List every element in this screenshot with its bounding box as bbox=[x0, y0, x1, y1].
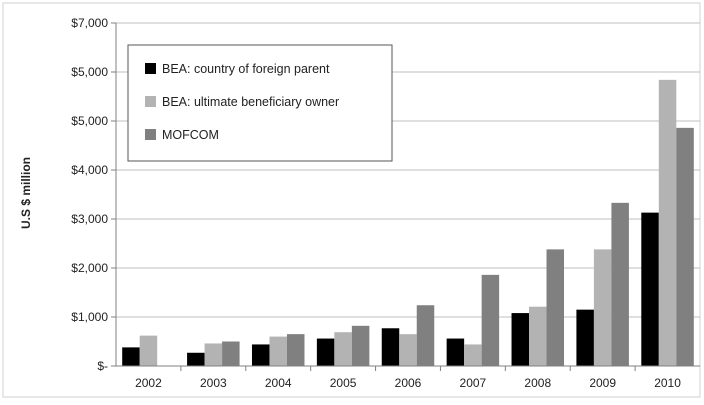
x-tick-label: 2003 bbox=[200, 376, 227, 390]
y-tick-label: $1,000 bbox=[71, 310, 108, 324]
bar bbox=[251, 344, 270, 366]
x-tick-label: 2006 bbox=[395, 376, 422, 390]
bar bbox=[576, 309, 594, 366]
legend-swatch bbox=[145, 63, 156, 74]
bar bbox=[269, 336, 287, 366]
x-tick-label: 2009 bbox=[589, 376, 616, 390]
legend-box bbox=[127, 44, 393, 162]
y-tick-label: $5,000 bbox=[71, 65, 108, 79]
y-tick-label: $7,000 bbox=[71, 16, 108, 30]
x-tick-label: 2010 bbox=[654, 376, 681, 390]
y-axis-label: U.S $ million bbox=[19, 157, 33, 229]
legend-entry: BEA: ultimate beneficiary owner bbox=[162, 95, 339, 109]
bar bbox=[529, 306, 547, 366]
y-tick-label: $2,000 bbox=[71, 261, 108, 275]
bar bbox=[511, 313, 530, 366]
bar bbox=[593, 249, 612, 366]
y-tick-label: $4,000 bbox=[71, 163, 108, 177]
bar bbox=[351, 325, 370, 366]
x-tick-label: 2005 bbox=[330, 376, 357, 390]
bar bbox=[464, 344, 482, 366]
bar bbox=[481, 274, 500, 366]
bar bbox=[222, 341, 240, 366]
legend: BEA: country of foreign parent BEA: ultim… bbox=[127, 44, 393, 162]
y-tick-label: $5,000 bbox=[71, 114, 108, 128]
bar bbox=[658, 79, 677, 366]
bar bbox=[546, 249, 565, 366]
bar bbox=[381, 328, 400, 366]
bar bbox=[334, 332, 352, 366]
axes: $- $1,000 $2,000 $3,000 $4,000 $5,000 $5,000 $7… bbox=[71, 16, 700, 390]
bar bbox=[676, 127, 694, 366]
x-tick-label: 2008 bbox=[524, 376, 551, 390]
x-tick-label: 2007 bbox=[460, 376, 487, 390]
bar bbox=[204, 343, 223, 366]
bar bbox=[286, 334, 305, 366]
bar bbox=[122, 347, 140, 366]
bars bbox=[122, 79, 694, 366]
bar bbox=[187, 352, 205, 366]
y-tick-label: $- bbox=[97, 359, 108, 373]
bar bbox=[446, 338, 465, 366]
bar bbox=[611, 202, 629, 366]
bar bbox=[399, 334, 417, 366]
legend-entry: MOFCOM bbox=[162, 128, 219, 142]
bar bbox=[641, 212, 659, 366]
legend-swatch bbox=[145, 129, 156, 140]
bar bbox=[416, 305, 435, 366]
x-tick-label: 2002 bbox=[135, 376, 162, 390]
bar bbox=[316, 338, 335, 366]
legend-swatch bbox=[145, 96, 156, 107]
y-tick-label: $3,000 bbox=[71, 212, 108, 226]
x-tick-label: 2004 bbox=[265, 376, 292, 390]
legend-entry: BEA: country of foreign parent bbox=[162, 62, 330, 76]
bar bbox=[139, 335, 158, 366]
